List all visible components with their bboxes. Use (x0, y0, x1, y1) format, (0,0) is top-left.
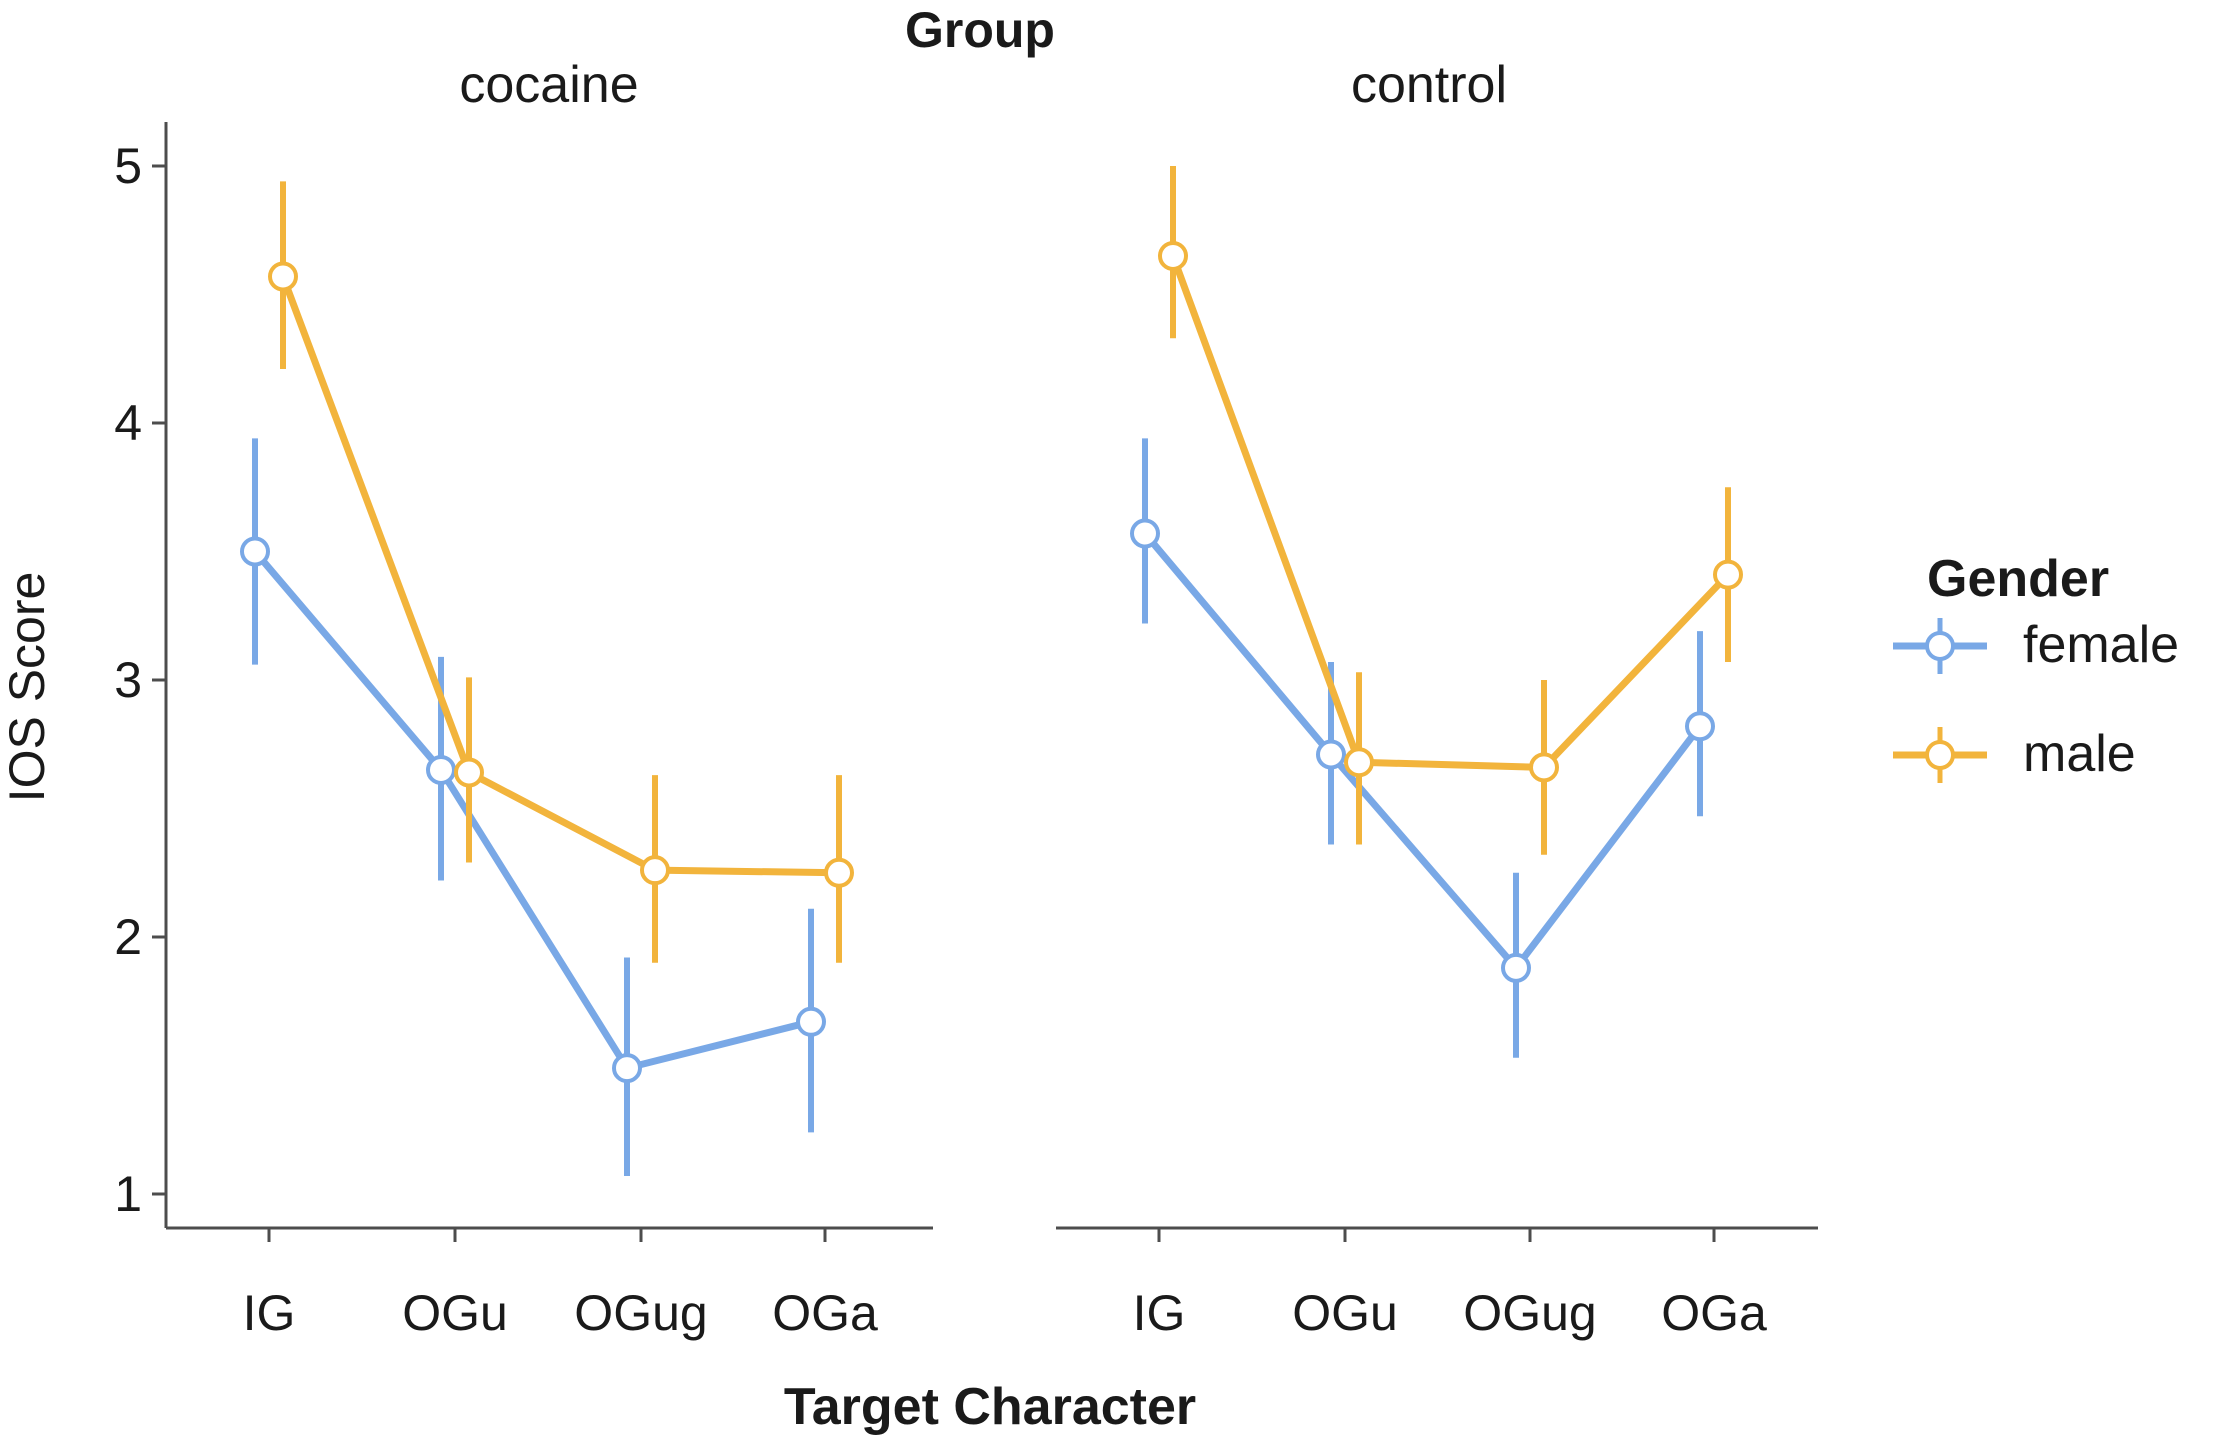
point-male-control-OGu (1344, 747, 1374, 778)
x-tick-label-OGa: OGa (772, 1285, 878, 1341)
facet-label-control: control (1351, 56, 1507, 114)
x-tick-label-OGug: OGug (574, 1285, 707, 1341)
y-tick-label: 2 (114, 909, 142, 965)
facet-title: Group (905, 2, 1055, 58)
x-axis-title: Target Character (784, 1378, 1196, 1436)
point-female-cocaine-OGug (612, 1053, 642, 1084)
point-male-control-IG (1158, 240, 1188, 271)
legend-key-point-female (1925, 631, 1955, 661)
line-male-control (1169, 252, 1732, 771)
axes: 1 2 3 4 5 IG OGu OGug OGa IG OGu OGug OGa (114, 122, 1818, 1341)
x-tick-label-OGu: OGu (1292, 1285, 1398, 1341)
x-tick-label-IG: IG (1133, 1285, 1186, 1341)
point-female-control-OGu (1316, 739, 1346, 770)
point-female-cocaine-IG (240, 536, 270, 567)
legend: Gender female male (1893, 550, 2179, 783)
y-tick-label: 1 (114, 1166, 142, 1222)
legend-key-point-male (1925, 740, 1955, 770)
line-female-control (1141, 530, 1704, 972)
y-tick-label: 3 (114, 652, 142, 708)
line-female-cocaine (251, 548, 815, 1072)
x-tick-label-IG: IG (243, 1285, 296, 1341)
x-tick-label-OGu: OGu (402, 1285, 508, 1341)
point-female-cocaine-OGa (796, 1006, 826, 1037)
plot-marks (240, 166, 1743, 1177)
x-tick-label-OGa: OGa (1661, 1285, 1767, 1341)
legend-keys (1893, 618, 1987, 783)
line-male-cocaine (279, 273, 843, 877)
facet-label-cocaine: cocaine (459, 56, 638, 114)
legend-label-female: female (2023, 616, 2179, 674)
point-female-control-OGug (1501, 952, 1531, 983)
y-tick-label: 5 (114, 138, 142, 194)
point-male-control-OGa (1713, 559, 1743, 590)
point-male-cocaine-IG (268, 261, 298, 292)
point-female-control-IG (1130, 518, 1160, 549)
point-male-cocaine-OGu (454, 757, 484, 788)
legend-label-male: male (2023, 725, 2136, 783)
x-tick-label-OGug: OGug (1463, 1285, 1596, 1341)
point-male-cocaine-OGa (824, 857, 854, 888)
y-axis-title: IOS Score (0, 572, 55, 803)
y-tick-label: 4 (114, 395, 142, 451)
point-male-cocaine-OGug (640, 855, 670, 886)
point-male-control-OGug (1529, 752, 1559, 783)
point-female-control-OGa (1685, 711, 1715, 742)
legend-title: Gender (1927, 550, 2109, 608)
point-female-cocaine-OGu (426, 754, 456, 785)
